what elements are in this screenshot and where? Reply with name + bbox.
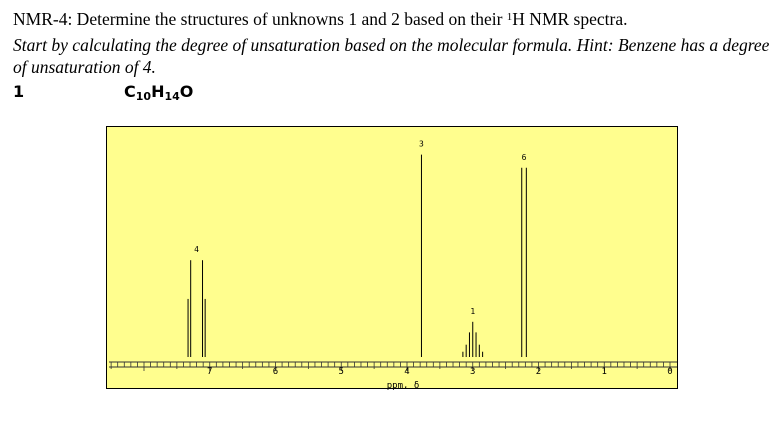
formula-oxygen: O [179, 82, 194, 101]
peak-label: 4 [194, 245, 199, 254]
tick-label: 0 [667, 367, 672, 377]
tick-label: 4 [404, 367, 409, 377]
spectrum-peaks [187, 154, 527, 357]
ppm-axis: 7 6 5 4 3 2 1 0 [109, 361, 677, 377]
peak-labels: 4 3 1 6 [194, 140, 526, 316]
tick-label: 5 [339, 367, 344, 377]
formula-carbon: C [124, 82, 136, 101]
molecular-formula: C10H14O [124, 82, 194, 103]
tick-label: 3 [470, 367, 475, 377]
formula-hydrogen: H [151, 82, 165, 101]
tick-label: 7 [207, 367, 212, 377]
peak-label: 1 [470, 307, 475, 316]
tick-label: 1 [602, 367, 607, 377]
formula-hydrogen-count: 14 [164, 90, 180, 103]
nmr-spectrum: 7 6 5 4 3 2 1 0 4 3 1 6 ppm, δ [106, 126, 678, 390]
title-text: NMR-4: Determine the structures of unkno… [13, 9, 507, 29]
instruction-text: Start by calculating the degree of unsat… [13, 35, 770, 77]
title-text-end: H NMR spectra. [512, 9, 628, 29]
formula-carbon-count: 10 [135, 90, 152, 103]
title-superscript: 1 [506, 11, 513, 23]
question-title: NMR-4: Determine the structures of unkno… [13, 8, 627, 30]
tick-label: 6 [273, 367, 278, 377]
peak-label: 3 [419, 140, 424, 149]
peak-label: 6 [522, 153, 527, 162]
spectrum-svg: 7 6 5 4 3 2 1 0 4 3 1 6 ppm, δ [109, 140, 677, 390]
unknown-number: 1 [13, 82, 25, 101]
tick-label: 2 [536, 367, 541, 377]
axis-label: ppm, δ [387, 381, 420, 390]
